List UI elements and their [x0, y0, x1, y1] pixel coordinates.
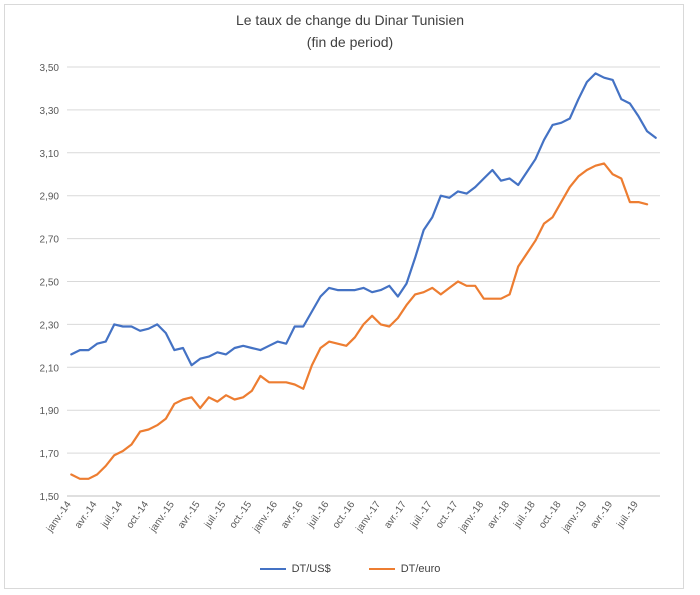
series-line-euro — [70, 162, 649, 480]
y-tick-label: 2,30 — [40, 320, 60, 331]
chart-frame — [4, 4, 684, 589]
y-tick-label: 1,50 — [40, 492, 60, 503]
y-tick-label: 2,10 — [40, 363, 60, 374]
x-tick-label: janv.-14 — [44, 499, 74, 535]
x-tick-label: juil.-16 — [305, 499, 332, 531]
x-tick-label: juil.-14 — [99, 499, 126, 531]
y-tick-label: 2,70 — [40, 235, 60, 246]
x-tick-label: oct.-15 — [228, 499, 255, 531]
x-tick-label: avr.-18 — [486, 499, 513, 531]
x-tick-label: avr.-15 — [176, 499, 203, 531]
x-tick-label: avr.-19 — [589, 499, 616, 531]
x-tick-label: avr.-14 — [73, 499, 100, 531]
chart-subtitle: (fin de period) — [306, 34, 394, 50]
x-tick-label: juil.-18 — [511, 499, 538, 531]
chart-legend: DT/US$ DT/euro — [0, 563, 700, 575]
x-tick-label: janv.-17 — [354, 499, 384, 535]
x-tick-label: janv.-16 — [250, 499, 280, 535]
x-tick-label: janv.-18 — [457, 499, 487, 535]
x-tick-label: avr.-17 — [382, 499, 409, 531]
legend-label-euro: DT/euro — [400, 563, 441, 575]
x-tick-label: oct.-17 — [434, 499, 461, 531]
legend-item-usd: DT/US$ — [259, 563, 331, 575]
x-tick-label: oct.-18 — [537, 499, 564, 531]
legend-swatch-usd — [259, 568, 286, 570]
y-tick-label: 2,50 — [40, 278, 60, 289]
y-tick-label: 3,30 — [40, 106, 60, 117]
x-tick-label: janv.-19 — [560, 499, 590, 535]
series-line-usd — [70, 72, 657, 367]
y-tick-label: 1,90 — [40, 406, 60, 417]
y-tick-label: 3,10 — [40, 149, 60, 160]
x-tick-label: juil.-19 — [614, 499, 641, 531]
legend-item-euro: DT/euro — [368, 563, 441, 575]
x-tick-label: juil.-15 — [202, 499, 229, 531]
y-tick-label: 1,70 — [40, 449, 60, 460]
x-tick-label: oct.-14 — [125, 499, 152, 531]
chart-title: Le taux de change du Dinar Tunisien — [235, 12, 465, 28]
x-tick-label: avr.-16 — [279, 499, 306, 531]
legend-label-usd: DT/US$ — [291, 563, 331, 575]
legend-swatch-euro — [368, 568, 395, 570]
y-tick-label: 2,90 — [40, 192, 60, 203]
y-tick-label: 3,50 — [40, 63, 60, 74]
x-tick-label: janv.-15 — [147, 499, 177, 535]
x-tick-label: juil.-17 — [408, 499, 435, 531]
x-tick-label: oct.-16 — [331, 499, 358, 531]
